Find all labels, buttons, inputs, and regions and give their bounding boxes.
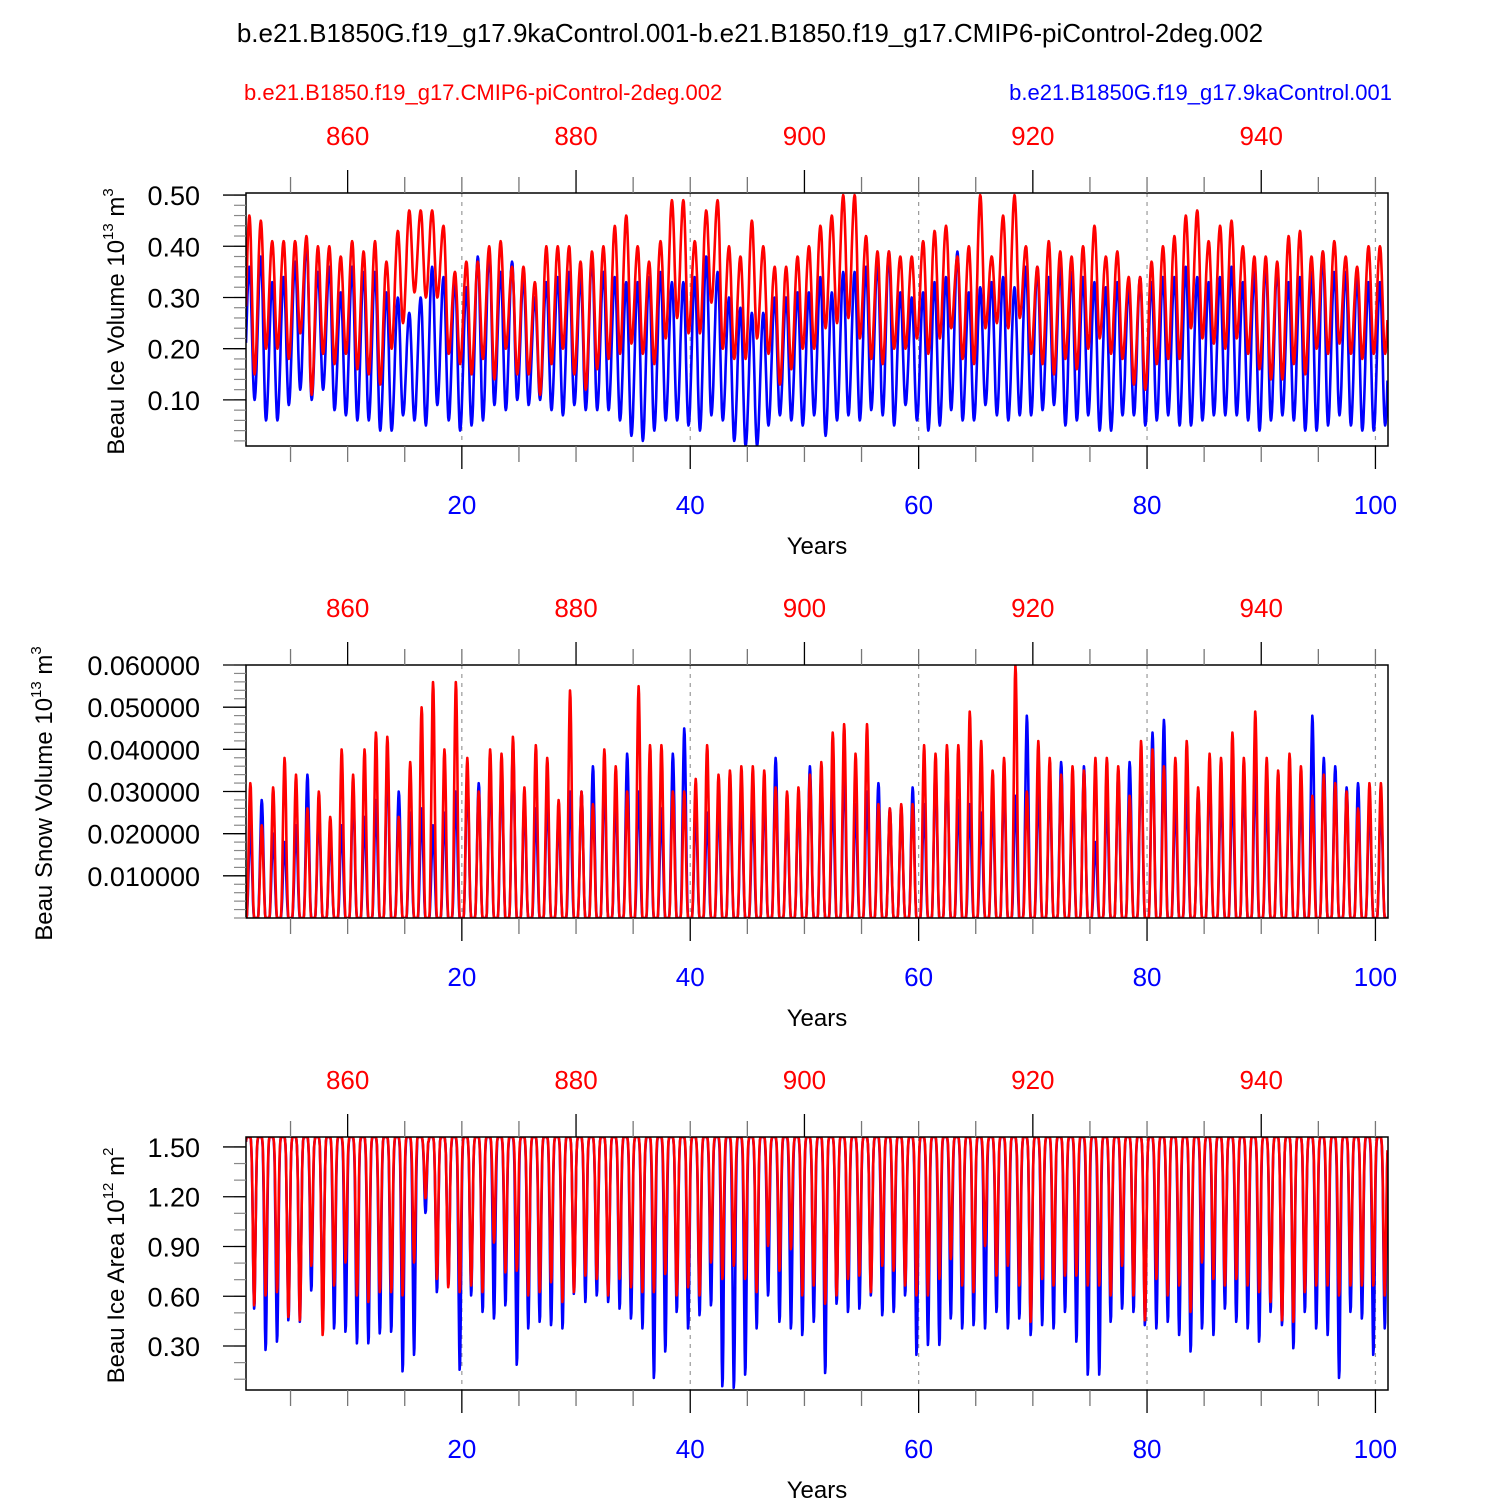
top-x-tick-label: 920 bbox=[1011, 121, 1054, 151]
x-tick-label: 40 bbox=[676, 1434, 705, 1464]
x-tick-label: 80 bbox=[1133, 962, 1162, 992]
y-tick-label: 1.50 bbox=[147, 1133, 200, 1163]
y-tick-label: 0.060000 bbox=[87, 651, 200, 681]
x-axis-label: Years bbox=[787, 1005, 848, 1032]
x-tick-label: 80 bbox=[1133, 1434, 1162, 1464]
top-x-tick-label: 860 bbox=[326, 121, 369, 151]
top-x-tick-label: 880 bbox=[554, 121, 597, 151]
y-axis-label-text: Beau Ice Volume 10 bbox=[103, 240, 130, 455]
chart-title: b.e21.B1850G.f19_g17.9kaControl.001-b.e2… bbox=[236, 18, 1264, 48]
y-axis-label: Beau Ice Volume 1013 m3 bbox=[100, 188, 130, 455]
y-axis-label-text: Beau Ice Area 10 bbox=[103, 1199, 130, 1383]
y-axis-label-superscript: 13 bbox=[100, 223, 117, 240]
x-tick-label: 40 bbox=[676, 962, 705, 992]
y-axis-label-superscript: 13 bbox=[28, 681, 45, 698]
x-tick-label: 40 bbox=[676, 490, 705, 520]
y-tick-label: 0.30 bbox=[147, 283, 200, 313]
y-axis-label-superscript: 3 bbox=[28, 646, 45, 654]
y-tick-label: 0.030000 bbox=[87, 778, 200, 808]
y-tick-label: 1.20 bbox=[147, 1183, 200, 1213]
top-x-tick-label: 900 bbox=[783, 121, 826, 151]
y-axis-label-superscript: 3 bbox=[100, 188, 117, 196]
x-axis-label: Years bbox=[787, 1477, 848, 1500]
x-axis-label: Years bbox=[787, 533, 848, 560]
x-tick-label: 20 bbox=[447, 962, 476, 992]
series-line-blue bbox=[246, 714, 1388, 918]
y-tick-label: 0.50 bbox=[147, 181, 200, 211]
y-tick-label: 0.020000 bbox=[87, 820, 200, 850]
panel-3: 20 40 60 80 100 860 880 900 920 940 Years 0.30 0.60 0… bbox=[100, 1065, 1397, 1500]
y-tick-label: 0.60 bbox=[147, 1282, 200, 1312]
y-axis-label-text: m bbox=[31, 655, 58, 682]
top-x-tick-label: 940 bbox=[1240, 1065, 1283, 1095]
panel-1: 20 40 60 80 100 860 880 900 920 940 Years 0.10 0.20 0… bbox=[100, 121, 1397, 560]
y-axis-label-text: m bbox=[103, 1156, 130, 1183]
top-x-tick-label: 940 bbox=[1240, 121, 1283, 151]
legend-blue-series: b.e21.B1850G.f19_g17.9kaControl.001 bbox=[1009, 80, 1392, 105]
top-x-tick-label: 920 bbox=[1011, 593, 1054, 623]
x-tick-label: 100 bbox=[1354, 490, 1397, 520]
y-tick-label: 0.90 bbox=[147, 1232, 200, 1262]
top-x-tick-label: 900 bbox=[783, 1065, 826, 1095]
x-tick-label: 80 bbox=[1133, 490, 1162, 520]
top-x-tick-label: 900 bbox=[783, 593, 826, 623]
y-tick-label: 0.050000 bbox=[87, 693, 200, 723]
x-tick-label: 20 bbox=[447, 1434, 476, 1464]
y-tick-label: 0.10 bbox=[147, 386, 200, 416]
y-axis-label-superscript: 2 bbox=[100, 1148, 117, 1156]
y-axis-label-text: m bbox=[103, 197, 130, 224]
y-tick-label: 0.20 bbox=[147, 335, 200, 365]
legend-red-series: b.e21.B1850.f19_g17.CMIP6-piControl-2deg… bbox=[244, 80, 723, 105]
panel-2: 20 40 60 80 100 860 880 900 920 940 Years 0.010000 0… bbox=[28, 593, 1397, 1032]
y-axis-label: Beau Snow Volume 1013 m3 bbox=[28, 646, 58, 941]
top-x-tick-label: 860 bbox=[326, 1065, 369, 1095]
y-axis-label-text: Beau Snow Volume 10 bbox=[31, 698, 58, 941]
y-axis-label-superscript: 12 bbox=[100, 1183, 117, 1200]
x-tick-label: 100 bbox=[1354, 962, 1397, 992]
series-line-red bbox=[246, 193, 1388, 397]
x-tick-label: 60 bbox=[904, 490, 933, 520]
x-tick-label: 100 bbox=[1354, 1434, 1397, 1464]
top-x-tick-label: 860 bbox=[326, 593, 369, 623]
top-x-tick-label: 920 bbox=[1011, 1065, 1054, 1095]
top-x-tick-label: 880 bbox=[554, 593, 597, 623]
series-line-red bbox=[246, 665, 1388, 918]
y-tick-label: 0.040000 bbox=[87, 735, 200, 765]
series-line-blue bbox=[246, 239, 1388, 446]
y-tick-label: 0.010000 bbox=[87, 862, 200, 892]
plot-frame bbox=[245, 664, 1389, 919]
y-tick-label: 0.40 bbox=[147, 232, 200, 262]
y-axis-label: Beau Ice Area 1012 m2 bbox=[100, 1148, 130, 1384]
top-x-tick-label: 880 bbox=[554, 1065, 597, 1095]
top-x-tick-label: 940 bbox=[1240, 593, 1283, 623]
x-tick-label: 20 bbox=[447, 490, 476, 520]
x-tick-label: 60 bbox=[904, 1434, 933, 1464]
x-tick-label: 60 bbox=[904, 962, 933, 992]
series-line-red bbox=[246, 1137, 1388, 1337]
y-tick-label: 0.30 bbox=[147, 1332, 200, 1362]
plot-frame bbox=[245, 192, 1389, 447]
